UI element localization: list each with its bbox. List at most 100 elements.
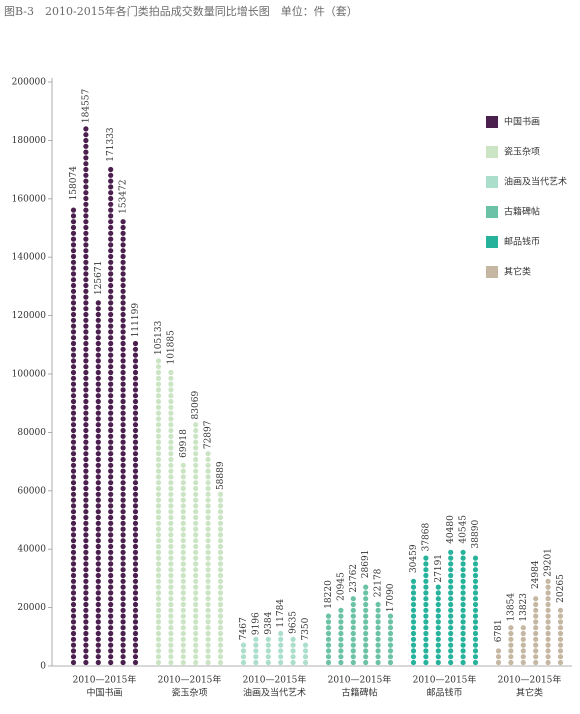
- value-label: 9384: [264, 611, 274, 634]
- dot: [83, 161, 89, 167]
- dot: [545, 601, 551, 608]
- dot: [193, 659, 199, 666]
- dot: [83, 538, 89, 544]
- dot: [155, 520, 162, 526]
- dot: [508, 630, 514, 637]
- dot: [95, 590, 101, 596]
- value-label: 125671: [94, 261, 104, 295]
- dot: [217, 532, 224, 538]
- dot: [108, 277, 114, 283]
- group-label: 2010—2015年: [243, 674, 307, 686]
- dot-column: [557, 607, 564, 666]
- dot-column: [120, 219, 126, 666]
- dot: [132, 654, 139, 660]
- dot: [460, 659, 466, 666]
- dot: [70, 601, 77, 608]
- dot: [120, 381, 126, 387]
- dot: [108, 340, 114, 347]
- dot: [180, 648, 186, 654]
- dot: [205, 659, 211, 666]
- dot: [265, 654, 271, 660]
- y-tick-label: 80000: [17, 428, 46, 438]
- dot: [120, 410, 126, 416]
- dot: [193, 613, 199, 619]
- dot: [108, 387, 114, 393]
- legend-label: 中国书画: [504, 116, 540, 128]
- dot: [83, 311, 89, 318]
- dot: [278, 659, 284, 666]
- dot: [545, 659, 551, 666]
- x-tick-label: 古籍碑帖: [341, 687, 377, 699]
- dot: [387, 619, 394, 625]
- dot: [95, 567, 101, 573]
- dot: [180, 590, 186, 596]
- dot: [108, 323, 114, 329]
- dot: [120, 224, 126, 231]
- dot: [180, 625, 186, 631]
- dot: [350, 636, 356, 642]
- dot: [155, 474, 162, 480]
- dot: [545, 619, 551, 625]
- dot: [83, 195, 89, 202]
- dot: [410, 642, 417, 648]
- dot: [120, 625, 126, 631]
- dot: [363, 648, 369, 654]
- dot: [120, 532, 126, 538]
- dot: [193, 451, 199, 457]
- dot: [120, 306, 126, 312]
- dot: [205, 584, 211, 590]
- dot: [217, 607, 224, 613]
- dot: [545, 590, 551, 596]
- dot: [338, 642, 344, 648]
- x-tick-label: 中国书画: [86, 687, 122, 699]
- dot: [180, 462, 186, 468]
- dot-column: [410, 578, 417, 666]
- dot: [95, 335, 101, 341]
- dot: [193, 497, 199, 503]
- value-label: 24984: [531, 560, 541, 589]
- dot: [83, 509, 89, 515]
- dot: [132, 590, 139, 596]
- dot: [132, 642, 139, 648]
- dot: [423, 567, 429, 573]
- dot: [132, 369, 139, 376]
- dot: [180, 497, 186, 503]
- dot: [70, 532, 77, 538]
- dot: [95, 561, 101, 567]
- dot: [155, 526, 162, 532]
- dot: [120, 567, 126, 573]
- dot: [95, 404, 101, 410]
- dot: [363, 630, 369, 637]
- dot: [155, 387, 162, 393]
- dot: [508, 654, 514, 660]
- dot: [410, 636, 417, 642]
- dot: [108, 195, 114, 202]
- dot: [180, 601, 186, 608]
- dot: [70, 311, 77, 318]
- dot: [217, 509, 224, 515]
- dot: [120, 352, 126, 358]
- value-label: 40480: [446, 515, 456, 544]
- dot: [95, 387, 101, 393]
- dot: [168, 416, 174, 422]
- dot: [120, 439, 126, 445]
- dot-column: [520, 625, 526, 666]
- dot: [193, 480, 199, 486]
- dot: [70, 300, 77, 306]
- dot: [70, 346, 77, 352]
- dot: [495, 659, 502, 666]
- dot: [325, 636, 332, 642]
- dot: [205, 538, 211, 544]
- dot: [120, 619, 126, 625]
- dot: [83, 155, 89, 161]
- value-label: 27191: [434, 554, 444, 583]
- dot: [83, 456, 89, 463]
- dot: [325, 619, 332, 625]
- dot: [155, 648, 162, 654]
- dot: [557, 607, 564, 613]
- dot: [240, 642, 247, 648]
- dot: [240, 659, 247, 666]
- dot: [70, 416, 77, 422]
- dot: [217, 572, 224, 579]
- dot: [205, 509, 211, 515]
